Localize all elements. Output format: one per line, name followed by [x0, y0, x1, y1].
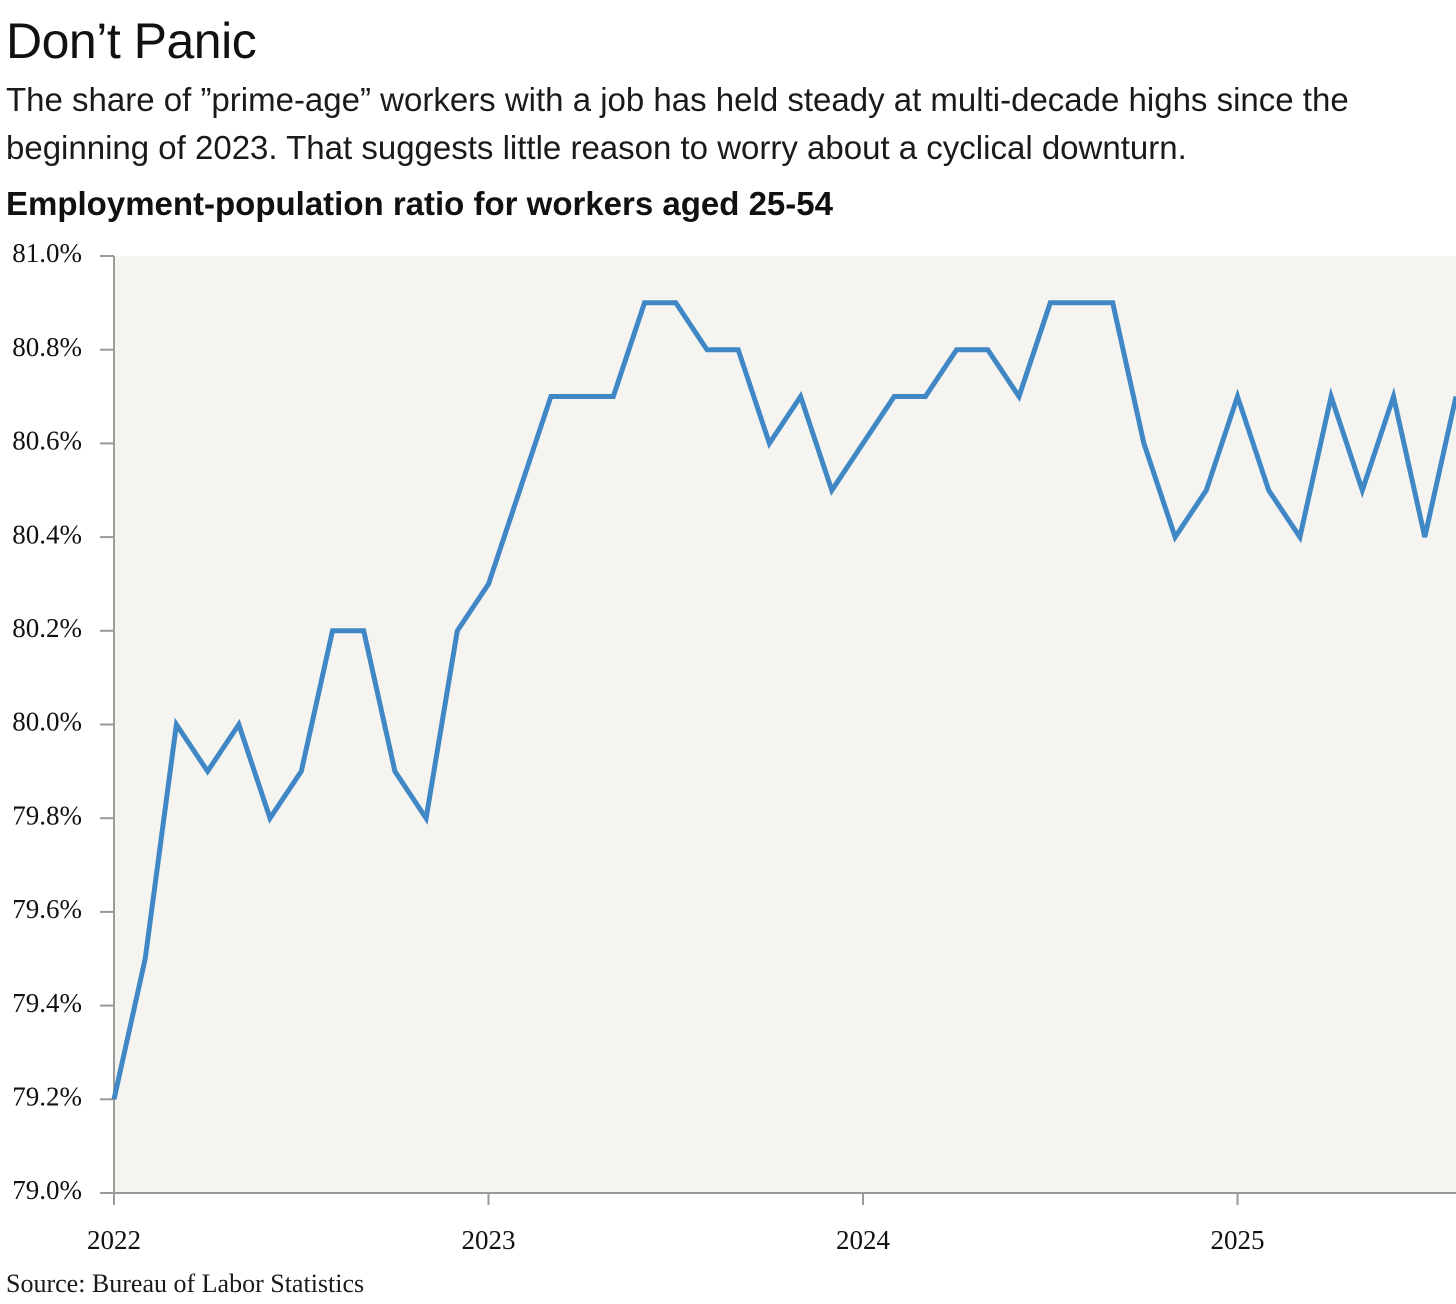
y-tick-label: 80.8%: [12, 332, 82, 362]
data-point: [1235, 394, 1241, 400]
data-point: [454, 628, 460, 634]
y-tick-label: 79.8%: [12, 800, 82, 830]
data-point: [486, 581, 492, 587]
data-point: [766, 440, 772, 446]
data-point: [735, 347, 741, 353]
x-tick-label: 2022: [87, 1225, 141, 1255]
x-tick-label: 2024: [836, 1225, 891, 1255]
data-point: [298, 768, 304, 774]
data-point: [704, 347, 710, 353]
y-tick-label: 80.6%: [12, 426, 82, 456]
chart-heading: Employment-population ratio for workers …: [6, 185, 833, 222]
data-point: [361, 628, 367, 634]
data-point: [610, 394, 616, 400]
data-point: [205, 768, 211, 774]
y-tick-label: 79.2%: [12, 1082, 82, 1112]
data-point: [891, 394, 897, 400]
data-point: [267, 815, 273, 821]
y-axis: 79.0% 79.2% 79.4% 79.6% 79.8% 80.0% 80.2% 80.4%…: [12, 238, 115, 1205]
plot-area: [114, 256, 1456, 1193]
data-point: [1359, 487, 1365, 493]
data-point: [329, 628, 335, 634]
data-point: [1078, 300, 1084, 306]
data-point: [423, 815, 429, 821]
y-tick-label: 79.6%: [12, 894, 82, 924]
x-axis: 2022 2023 2024 2025: [87, 1192, 1456, 1255]
data-point: [922, 394, 928, 400]
data-point: [1141, 440, 1147, 446]
data-point: [1047, 300, 1053, 306]
y-tick-label: 80.2%: [12, 613, 82, 643]
data-point: [111, 1096, 117, 1102]
data-point: [1016, 394, 1022, 400]
data-point: [392, 768, 398, 774]
data-point: [1172, 534, 1178, 540]
x-tick-label: 2023: [462, 1225, 516, 1255]
data-point: [517, 487, 523, 493]
data-point: [1266, 487, 1272, 493]
y-tick-label: 81.0%: [12, 238, 82, 268]
data-point: [954, 347, 960, 353]
data-point: [1203, 487, 1209, 493]
y-tick-label: 79.0%: [12, 1175, 82, 1205]
series-line: [111, 300, 1456, 1100]
data-point: [829, 487, 835, 493]
data-point: [548, 394, 554, 400]
chart-subtitle: The share of ”prime-age” workers with a …: [6, 81, 1349, 166]
data-point: [1110, 300, 1116, 306]
data-point: [1297, 534, 1303, 540]
data-point: [173, 722, 179, 728]
data-point: [1328, 394, 1334, 400]
y-tick-label: 80.4%: [12, 519, 82, 549]
y-tick-label: 80.0%: [12, 707, 82, 737]
data-point: [142, 956, 148, 962]
data-point: [579, 394, 585, 400]
data-point: [642, 300, 648, 306]
data-point: [860, 440, 866, 446]
x-tick-label: 2025: [1211, 1225, 1265, 1255]
data-point: [798, 394, 804, 400]
data-point: [985, 347, 991, 353]
data-point: [673, 300, 679, 306]
source-note: Source: Bureau of Labor Statistics: [6, 1269, 365, 1298]
y-tick-label: 79.4%: [12, 988, 82, 1018]
data-point: [1422, 534, 1428, 540]
data-point: [1391, 394, 1397, 400]
chart-title: Don’t Panic: [6, 13, 257, 69]
data-point: [236, 722, 242, 728]
